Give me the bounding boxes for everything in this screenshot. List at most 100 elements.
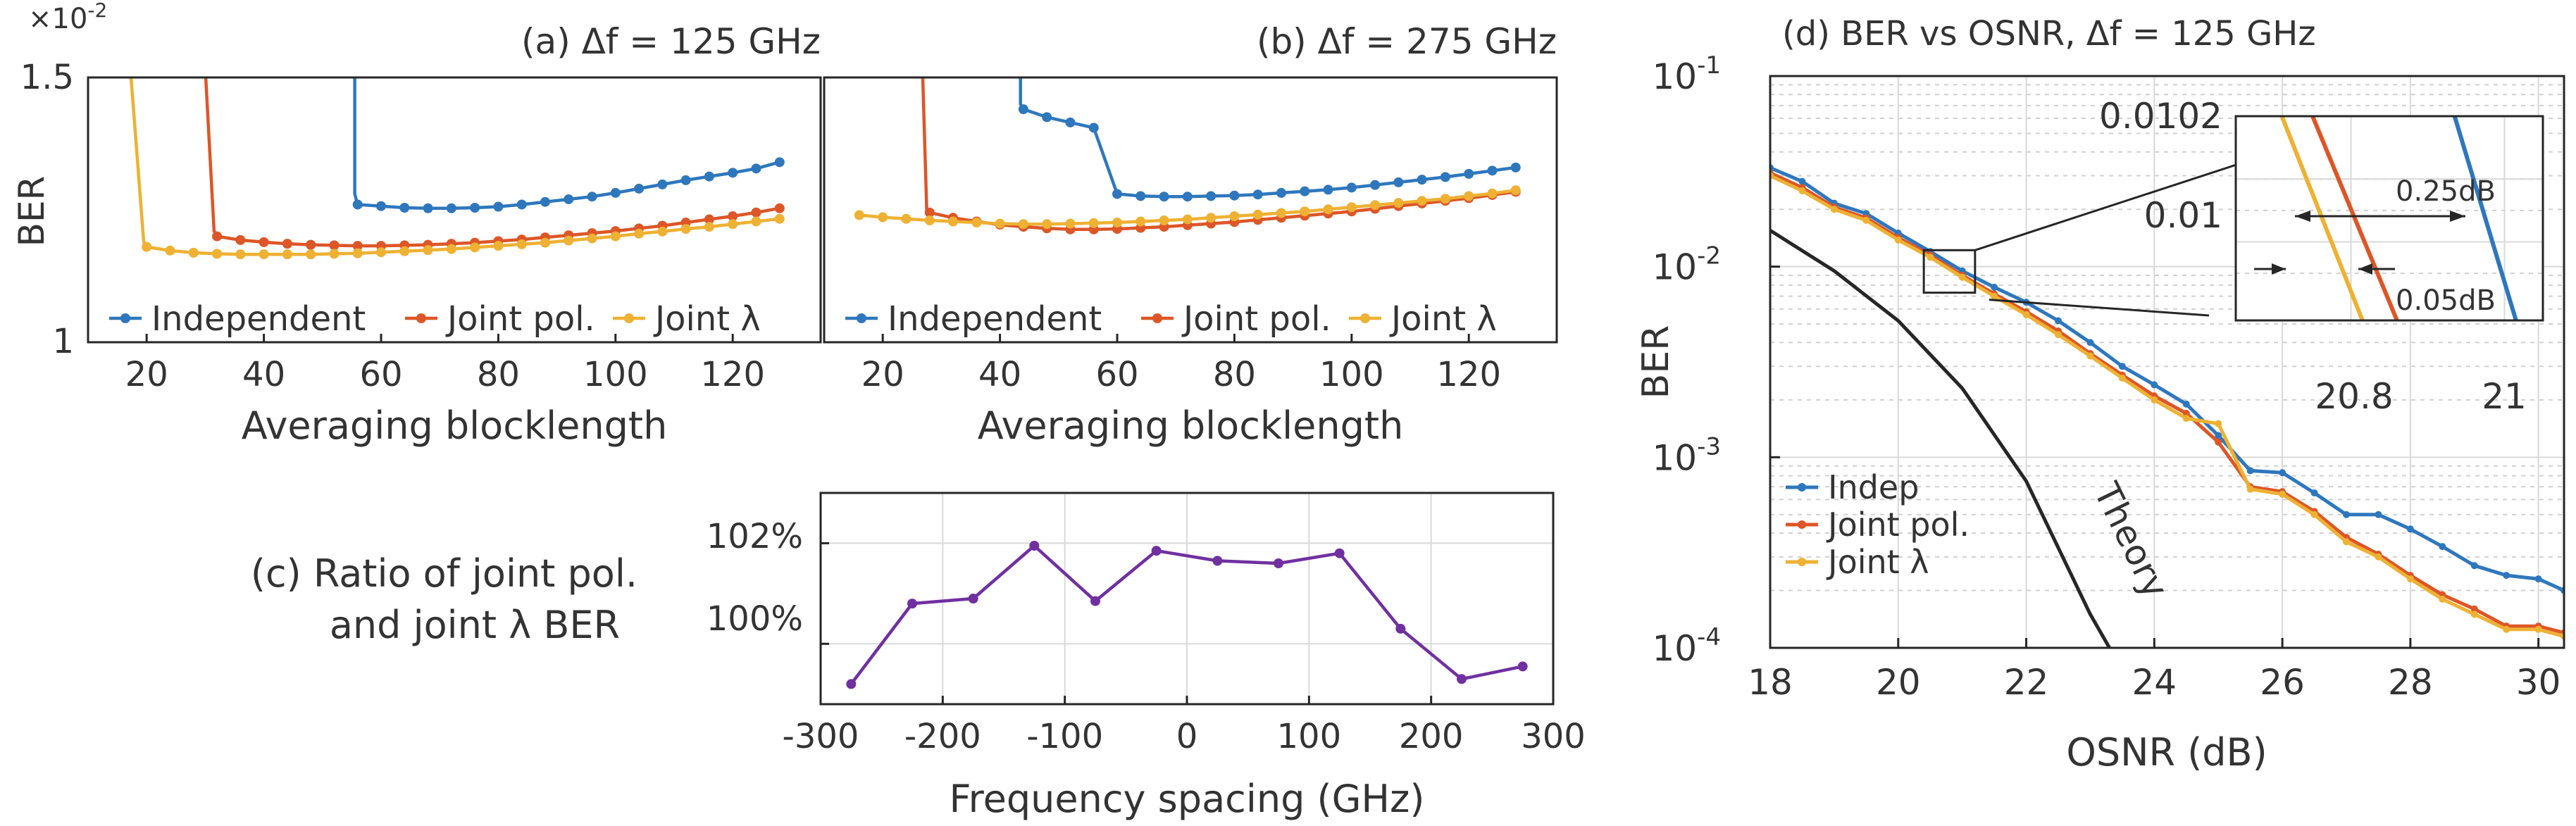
panel-c-title-line1: (c) Ratio of joint pol. xyxy=(251,551,637,596)
panel-d-xtick-label: 24 xyxy=(2132,662,2177,703)
panel-b-data-point xyxy=(1417,175,1427,185)
panel-b-legend-label: Joint pol. xyxy=(1181,299,1331,339)
panel-a-data-point xyxy=(774,203,785,213)
panel-d-ylabel: BER xyxy=(1635,325,1677,399)
panel-a-data-point xyxy=(306,249,316,260)
inset-arrow-025 xyxy=(2295,211,2465,222)
inset-xtick-208: 20.8 xyxy=(2315,376,2393,417)
panel-b-xlabel: Averaging blocklength xyxy=(978,403,1404,448)
panel-d-ytick-label: 10-4 xyxy=(1652,623,1721,669)
panel-b-data-point xyxy=(1370,200,1381,211)
panel-a-data-point xyxy=(774,213,785,224)
panel-b-xtick-label: 100 xyxy=(1319,355,1384,394)
panel-a-data-point xyxy=(376,247,386,258)
panel-c-xtick-label: 0 xyxy=(1176,717,1198,756)
panel-a-data-point xyxy=(540,237,550,248)
panel-d-zoom-connector-lower xyxy=(1989,299,2210,317)
panel-a-data-point xyxy=(352,199,363,210)
panel-a-legend-label: Joint pol. xyxy=(445,299,595,339)
panel-a-data-point xyxy=(212,249,223,259)
panel-c-xtick-label: -100 xyxy=(1026,717,1103,756)
inset-series-line xyxy=(2279,115,2365,322)
inset-ytick-0102: 0.0102 xyxy=(2099,96,2222,137)
panel-a-xtick-label: 100 xyxy=(583,355,648,394)
panel-d-data-point xyxy=(2118,363,2126,370)
panel-d-data-point xyxy=(2215,438,2222,446)
panel-d-ytick-label: 10-3 xyxy=(1652,432,1721,478)
panel-c-xtick-label: -300 xyxy=(783,717,859,756)
panel-d-chart: (d) BER vs OSNR, Δf = 125 GHz 18 20 22 24 26… xyxy=(1635,14,2565,775)
inset-series-line xyxy=(2452,115,2518,321)
panel-c-xtick-label: 100 xyxy=(1277,717,1342,756)
panel-c-data-point xyxy=(1395,623,1406,634)
panel-d-xtick-label: 26 xyxy=(2260,662,2305,703)
panel-b-data-point xyxy=(1182,192,1193,202)
panel-c-data-point xyxy=(907,599,917,609)
panel-a-xtick-label: 20 xyxy=(125,355,168,394)
panel-c-data-point xyxy=(1151,546,1162,556)
panel-b-data-point xyxy=(901,213,911,224)
panel-c-xlabel: Frequency spacing (GHz) xyxy=(950,777,1425,821)
panel-d-zoom-box xyxy=(1922,249,1977,294)
panel-d-inset: 0.0102 0.01 20.8 21 0.25dB 0.05dB xyxy=(2099,96,2544,417)
panel-b-xtick-label: 40 xyxy=(978,355,1021,394)
panel-b-data-point xyxy=(1464,191,1474,201)
panel-d-data-point xyxy=(2406,575,2414,583)
panel-b-data-point xyxy=(1510,162,1521,173)
panel-a-data-point xyxy=(610,231,621,242)
panel-a-ylabel: BER xyxy=(11,176,52,247)
panel-a-multiplier: ×10 xyxy=(28,3,87,35)
panel-d-data-point xyxy=(1991,292,1998,300)
panel-a-xtick-label: 40 xyxy=(242,355,285,394)
panel-a-data-point xyxy=(188,247,199,258)
panel-b-data-point xyxy=(995,218,1005,229)
panel-c-series-line xyxy=(850,544,1524,685)
panel-d-data-point xyxy=(2182,415,2190,423)
panel-d-theory-line xyxy=(1770,229,2111,648)
panel-a-data-point xyxy=(423,245,433,256)
panel-d-data-point xyxy=(2470,605,2478,613)
panel-d-data-point xyxy=(1991,283,1998,291)
svg-text:×10-2: ×10-2 xyxy=(28,0,107,35)
panel-c-xtick-label: 200 xyxy=(1399,717,1464,756)
panel-b-legend: Independent Joint pol. Joint λ xyxy=(845,299,1497,339)
panel-d-legend-marker xyxy=(1798,558,1806,566)
panel-d-data-point xyxy=(2406,525,2414,533)
panel-b-xtick-label: 80 xyxy=(1213,355,1256,394)
panel-d-data-point xyxy=(2342,511,2350,518)
panel-b-data-point xyxy=(1088,123,1099,133)
inset-annotation-025db: 0.25dB xyxy=(2396,175,2496,208)
panel-d-data-point xyxy=(1798,187,1806,194)
panel-b-data-point xyxy=(1323,204,1333,215)
panel-a-title: (a) Δf = 125 GHz xyxy=(521,21,821,62)
panel-a-xlabel: Averaging blocklength xyxy=(242,403,668,448)
panel-a-frame xyxy=(87,76,822,344)
inset-arrow-005 xyxy=(2254,263,2395,275)
panel-a-data-point xyxy=(446,203,456,213)
inset-annotation-005db: 0.05dB xyxy=(2396,284,2496,317)
panel-b-data-point xyxy=(1206,191,1217,201)
panel-a-data-point xyxy=(165,245,175,256)
panel-b-data-point xyxy=(1182,214,1193,225)
panel-b-data-point xyxy=(1135,191,1146,201)
panel-d-data-point xyxy=(2375,553,2382,561)
panel-a-ytick-top: 1.5 xyxy=(20,58,74,97)
panel-b-data-point xyxy=(948,216,959,227)
panel-a-data-point xyxy=(540,196,550,207)
panel-a-legend-marker xyxy=(120,313,130,323)
panel-b-data-point xyxy=(1487,165,1498,176)
panel-d-data-point xyxy=(2279,490,2286,498)
panel-a-xtick-label: 120 xyxy=(700,355,765,394)
panel-a-data-point xyxy=(352,241,363,251)
panel-d-data-point xyxy=(2503,625,2510,633)
panel-d-legend-marker xyxy=(1798,483,1806,492)
panel-d-data-point xyxy=(2182,400,2190,408)
panel-d-data-point xyxy=(2279,469,2286,477)
panel-a-data-point xyxy=(680,175,691,185)
panel-d-data-point xyxy=(2342,538,2350,546)
panel-d-legend-marker xyxy=(1798,520,1806,529)
panel-b-legend-label: Joint λ xyxy=(1389,299,1497,339)
panel-a-data-point xyxy=(282,249,292,260)
panel-d-title: (d) BER vs OSNR, Δf = 125 GHz xyxy=(1782,14,2316,54)
